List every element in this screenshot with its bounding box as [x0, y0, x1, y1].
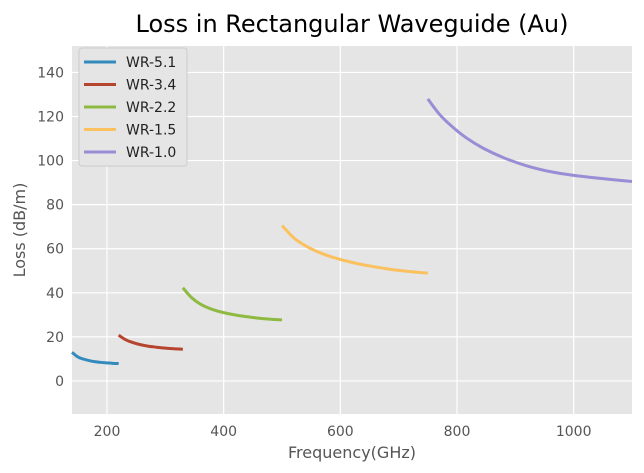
y-axis-label: Loss (dB/m)	[10, 183, 29, 278]
x-axis-ticks: 200 400 600 800 1000	[94, 424, 592, 440]
legend-box	[78, 47, 188, 167]
y-axis-ticks: 0 20 40 60 80 100 120 140	[37, 65, 64, 390]
y-tick-label: 0	[55, 374, 64, 390]
x-tick-label: 1000	[556, 424, 592, 440]
y-tick-label: 60	[46, 242, 64, 258]
series-line-wr-1.5	[280, 224, 428, 275]
legend-label: WR-5.1	[126, 55, 176, 71]
chart-title: Loss in Rectangular Waveguide (Au)	[136, 10, 569, 38]
gridlines	[72, 46, 632, 414]
legend-label: WR-2.2	[126, 100, 176, 116]
series-line-wr-1.0	[426, 97, 633, 184]
x-tick-label: 600	[327, 424, 354, 440]
legend-label: WR-3.4	[126, 78, 176, 94]
x-tick-label: 200	[94, 424, 121, 440]
x-tick-label: 400	[210, 424, 237, 440]
legend: WR-5.1 WR-3.4 WR-2.2 WR-1.5 WR-1.0	[78, 47, 188, 167]
x-axis-label: Frequency(GHz)	[288, 443, 416, 462]
series-lines	[71, 97, 633, 366]
legend-label: WR-1.0	[126, 145, 176, 161]
y-tick-label: 140	[37, 65, 64, 81]
y-tick-label: 120	[37, 110, 64, 126]
series-line-wr-3.4	[117, 333, 183, 351]
y-tick-label: 20	[46, 330, 64, 346]
x-tick-label: 800	[444, 424, 471, 440]
y-tick-label: 100	[37, 154, 64, 170]
y-tick-label: 40	[46, 286, 64, 302]
legend-label: WR-1.5	[126, 123, 176, 139]
series-line-wr-5.1	[71, 351, 119, 366]
series-line-wr-2.2	[181, 286, 283, 322]
y-tick-label: 80	[46, 198, 64, 214]
